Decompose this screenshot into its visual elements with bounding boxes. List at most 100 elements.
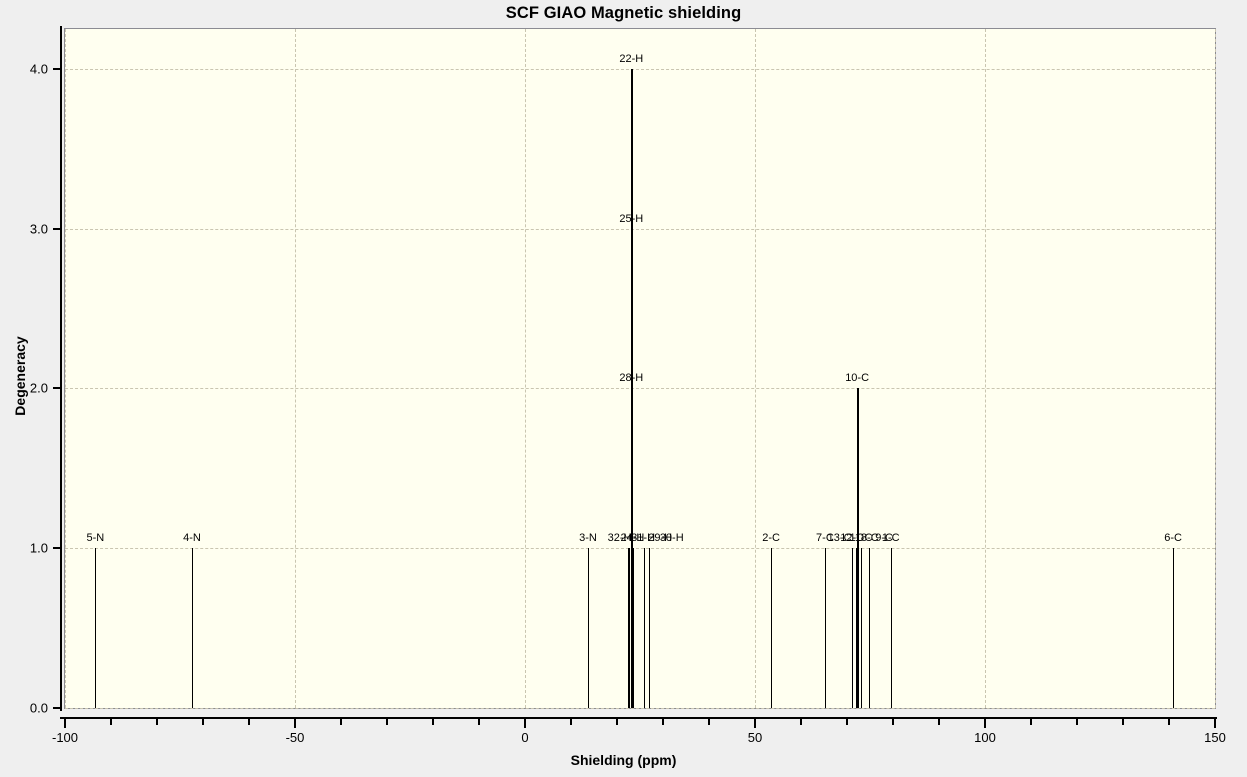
x-axis-tick-minor [938, 719, 940, 725]
peak-label: 22-H [619, 52, 644, 65]
y-axis-tick-label: 2.0 [29, 380, 48, 396]
x-axis-tick-minor [1076, 719, 1078, 725]
x-axis-tick-label: -100 [51, 730, 79, 745]
peak-label: 29-H [648, 532, 673, 545]
y-axis-tick-label: 1.0 [29, 540, 48, 556]
peak-label: 8-C [860, 532, 879, 545]
x-axis-tick-label: 150 [1204, 730, 1226, 745]
peak-label: 5-N [86, 532, 105, 545]
gridline-vertical [65, 29, 66, 708]
peak-bar [648, 548, 650, 708]
x-axis-label: Shielding (ppm) [570, 752, 677, 768]
x-axis-tick-minor [570, 719, 572, 725]
peak-bar [644, 548, 646, 708]
peak-label: 28-H [619, 372, 644, 385]
peak-label: 9-C [875, 532, 893, 545]
x-axis-tick-minor [1122, 719, 1124, 725]
peak-label: 13-C [827, 532, 852, 545]
x-axis-tick [1214, 719, 1216, 728]
y-axis-tick-label: 0.0 [29, 700, 48, 716]
peak-bar [588, 548, 590, 708]
gridline-vertical [525, 29, 526, 708]
plot-area: 5-N 4-N 3-N 32-H 22-H 25-H 28-H 24-H 31-H 29-H 30-… [64, 28, 1216, 709]
y-axis-ticks: 0.0 1.0 2.0 3.0 4.0 [0, 0, 60, 777]
x-axis-tick-minor [800, 719, 802, 725]
peak-bar [191, 548, 193, 708]
plot-canvas: 5-N 4-N 3-N 32-H 22-H 25-H 28-H 24-H 31-H 29-H 30-… [65, 29, 1216, 709]
peak-bar [629, 548, 631, 708]
y-axis-tick [53, 67, 60, 70]
peak-label: 25-H [619, 212, 644, 225]
peak-bar [869, 548, 871, 708]
x-axis-tick-minor [248, 719, 250, 725]
x-axis-tick-minor [616, 719, 618, 725]
x-axis-tick-minor [386, 719, 388, 725]
x-axis-tick [984, 719, 986, 728]
peak-label: 3-N [579, 532, 597, 545]
gridline-horizontal [65, 548, 1215, 550]
x-axis-tick-minor [478, 719, 480, 725]
peak-label: 32-H [607, 532, 632, 545]
peak-label: 6-C [1164, 532, 1182, 545]
peak-bar [824, 548, 826, 708]
x-axis-tick-minor [432, 719, 434, 725]
gridline-horizontal [65, 388, 1215, 390]
y-axis-tick [53, 227, 60, 230]
y-axis-tick-label: 3.0 [29, 221, 48, 237]
peak-bar [860, 548, 862, 708]
peak-bar [851, 548, 853, 708]
x-axis-tick-label: 50 [747, 730, 763, 745]
y-axis-line [60, 26, 62, 711]
peak-label: 11-C [849, 532, 873, 545]
peak-label: 7-C [816, 532, 834, 545]
y-axis-tick [53, 547, 60, 550]
y-axis-tick [53, 707, 60, 709]
peak-bar [890, 548, 892, 708]
peak-label: 30-H [659, 532, 684, 545]
x-axis-tick [754, 719, 756, 728]
y-axis-label: Degeneracy [12, 336, 28, 416]
peak-bar [633, 548, 635, 708]
gridline-horizontal [65, 228, 1215, 230]
y-axis-tick-label: 4.0 [29, 61, 48, 77]
peak-label: 4-N [183, 532, 201, 545]
gridline-vertical [985, 29, 986, 708]
peak-label: 10-C [845, 372, 870, 385]
page-title: SCF GIAO Magnetic shielding [505, 4, 742, 22]
peak-label: 1-C [881, 532, 900, 545]
x-axis-tick [294, 719, 296, 728]
x-axis-tick-minor [202, 719, 204, 725]
x-axis-tick-minor [340, 719, 342, 725]
y-axis-tick [53, 387, 60, 390]
peak-bar [857, 388, 860, 708]
gridline-vertical [1215, 29, 1216, 708]
gridline-vertical [295, 29, 296, 708]
gridline-vertical [755, 29, 756, 708]
peak-bar [856, 548, 858, 708]
peak-label: 2-C [762, 532, 780, 545]
gridline-horizontal [65, 708, 1215, 709]
peak-bar [858, 548, 860, 708]
peak-bar [627, 548, 629, 708]
x-axis-tick-minor [662, 719, 664, 725]
x-axis-tick-label: 100 [974, 730, 996, 745]
peak-bar [1173, 548, 1175, 708]
peak-label: 31-H [631, 532, 656, 545]
x-axis-tick [524, 719, 526, 728]
x-axis-tick [64, 719, 66, 728]
x-axis-line [60, 717, 1217, 719]
x-axis-tick-minor [846, 719, 848, 725]
x-axis-tick-label: 0 [521, 730, 529, 745]
x-axis-tick-minor [708, 719, 710, 725]
x-axis-tick-minor [110, 719, 112, 725]
peak-bar [95, 548, 97, 708]
x-axis-tick-label: -50 [285, 730, 305, 745]
x-axis-tick-minor [156, 719, 158, 725]
peak-label: 24-H [620, 532, 645, 545]
gridline-horizontal [65, 68, 1215, 70]
x-axis-tick-minor [1030, 719, 1032, 725]
x-axis-tick-minor [1168, 719, 1170, 725]
peak-bar [771, 548, 773, 708]
x-axis-tick-minor [892, 719, 894, 725]
